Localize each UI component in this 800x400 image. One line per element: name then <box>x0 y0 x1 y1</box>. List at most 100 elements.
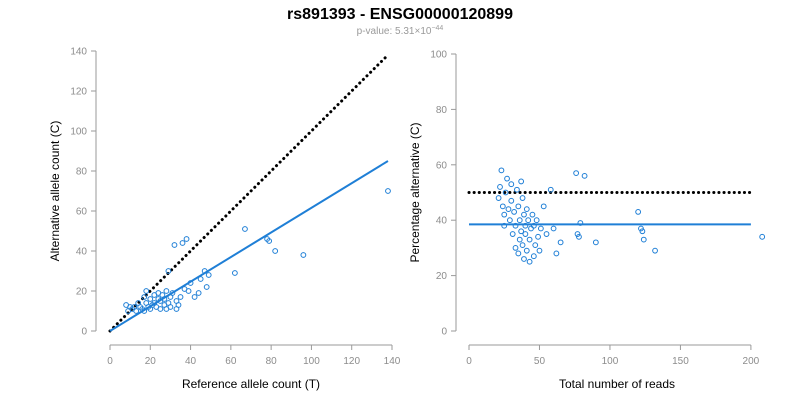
left-data-point <box>147 296 154 302</box>
right-data-point <box>530 222 537 229</box>
right-data-point <box>519 195 526 201</box>
right-data-point <box>535 233 541 240</box>
chart-title: rs891393 - ENSG00000120899 <box>287 6 513 23</box>
left-y-axis-label: Alternative allele count (C) <box>48 121 62 262</box>
left-data-point <box>169 290 176 296</box>
left-fit-line <box>109 160 389 332</box>
left-panel: 0 20 40 60 80 100 120 140 0 20 40 60 80 100 120 140 Refe… <box>48 47 401 392</box>
right-data-point <box>577 220 584 226</box>
left-y-tick-label: 100 <box>70 127 87 138</box>
subtitle-prefix: p-value: <box>357 26 395 37</box>
left-data-point <box>143 288 150 294</box>
left-y-tick-label: 20 <box>76 287 88 298</box>
right-data-point <box>547 186 554 193</box>
right-y-tick-label: 20 <box>436 271 448 282</box>
right-data-point <box>576 233 582 240</box>
right-data-point <box>521 256 527 262</box>
right-data-point <box>526 258 533 265</box>
right-y-tick-label: 80 <box>436 105 448 116</box>
right-data-point <box>525 217 532 224</box>
right-y-tick-label: 60 <box>436 160 448 171</box>
right-data-point <box>581 172 588 179</box>
right-data-point <box>518 178 525 185</box>
right-y-tick-label: 40 <box>436 216 448 227</box>
left-data-point <box>141 308 148 314</box>
left-data-point <box>272 248 279 254</box>
right-x-axis-label: Total number of reads <box>559 377 675 391</box>
right-data-point <box>504 175 510 182</box>
right-data-point <box>497 184 503 190</box>
right-data-point <box>550 225 557 232</box>
left-reference-line <box>108 53 390 333</box>
right-data-point <box>523 247 530 254</box>
right-data-point <box>518 228 525 235</box>
left-data-point <box>266 238 273 244</box>
right-y-tick-label: 0 <box>441 327 447 338</box>
left-y-tick-label: 40 <box>76 247 88 258</box>
left-x-tick-label: 80 <box>266 356 278 367</box>
left-x-tick-label: 120 <box>343 356 360 367</box>
left-x-tick-label: 40 <box>185 356 197 367</box>
chart-subtitle: p-value: 5.31×10−44 <box>357 25 444 37</box>
right-data-point <box>508 197 515 204</box>
right-data-point <box>639 228 646 235</box>
left-data-point <box>385 188 391 194</box>
right-panel: 0 50 100 150 200 0 20 40 60 80 100 Total number of … <box>408 50 766 391</box>
right-data-point <box>533 217 540 224</box>
right-data-point <box>526 236 533 243</box>
right-data-point <box>509 231 516 237</box>
left-x-tick-label: 60 <box>225 356 237 367</box>
right-y-axis-label: Percentage alternative (C) <box>408 122 422 262</box>
left-data-point <box>141 294 148 300</box>
right-data-point <box>540 203 547 210</box>
left-data-point <box>195 290 202 296</box>
right-x-tick-label: 50 <box>534 356 546 367</box>
right-data-point <box>502 189 509 196</box>
right-data-point <box>498 167 505 174</box>
right-data-point <box>573 170 580 177</box>
right-data-point <box>495 195 502 201</box>
left-y-tick-label: 80 <box>76 167 88 178</box>
subtitle-mantissa: 5.31 <box>395 26 415 37</box>
right-data-point <box>515 250 522 257</box>
left-data-point <box>197 276 204 282</box>
right-data-point <box>522 231 529 237</box>
left-data-point <box>157 306 164 312</box>
left-data-point <box>205 272 212 278</box>
right-data-point <box>574 231 581 237</box>
left-x-axis-label: Reference allele count (T) <box>182 377 320 391</box>
left-data-point <box>191 294 198 300</box>
left-y-tick-label: 140 <box>70 47 87 58</box>
right-x-tick-label: 150 <box>672 356 689 367</box>
left-x-tick-label: 20 <box>145 356 157 367</box>
right-data-point <box>523 206 530 213</box>
left-data-point <box>183 236 190 242</box>
right-data-point <box>512 245 519 251</box>
right-data-point <box>635 208 642 215</box>
left-data-point <box>175 302 182 308</box>
left-data-point <box>165 268 172 274</box>
left-data-point <box>242 226 248 232</box>
right-x-tick-label: 200 <box>743 356 760 367</box>
left-x-tick-label: 100 <box>303 356 320 367</box>
right-data-point <box>516 217 523 224</box>
right-data-point <box>501 211 508 218</box>
right-data-point <box>511 208 518 215</box>
left-data-point <box>177 294 184 300</box>
right-data-point <box>640 236 647 243</box>
subtitle-exponent: −44 <box>431 25 443 32</box>
right-data-point <box>759 233 766 240</box>
right-data-point <box>528 225 534 232</box>
right-data-point <box>514 186 520 193</box>
right-data-point <box>529 211 536 218</box>
right-data-point <box>505 206 512 213</box>
right-data-point <box>592 239 599 246</box>
left-data-point <box>171 242 178 248</box>
left-data-point <box>163 288 170 294</box>
right-data-point <box>516 236 523 243</box>
left-y-tick-label: 120 <box>70 87 87 98</box>
left-data-point <box>133 308 140 314</box>
left-data-point <box>203 284 210 290</box>
